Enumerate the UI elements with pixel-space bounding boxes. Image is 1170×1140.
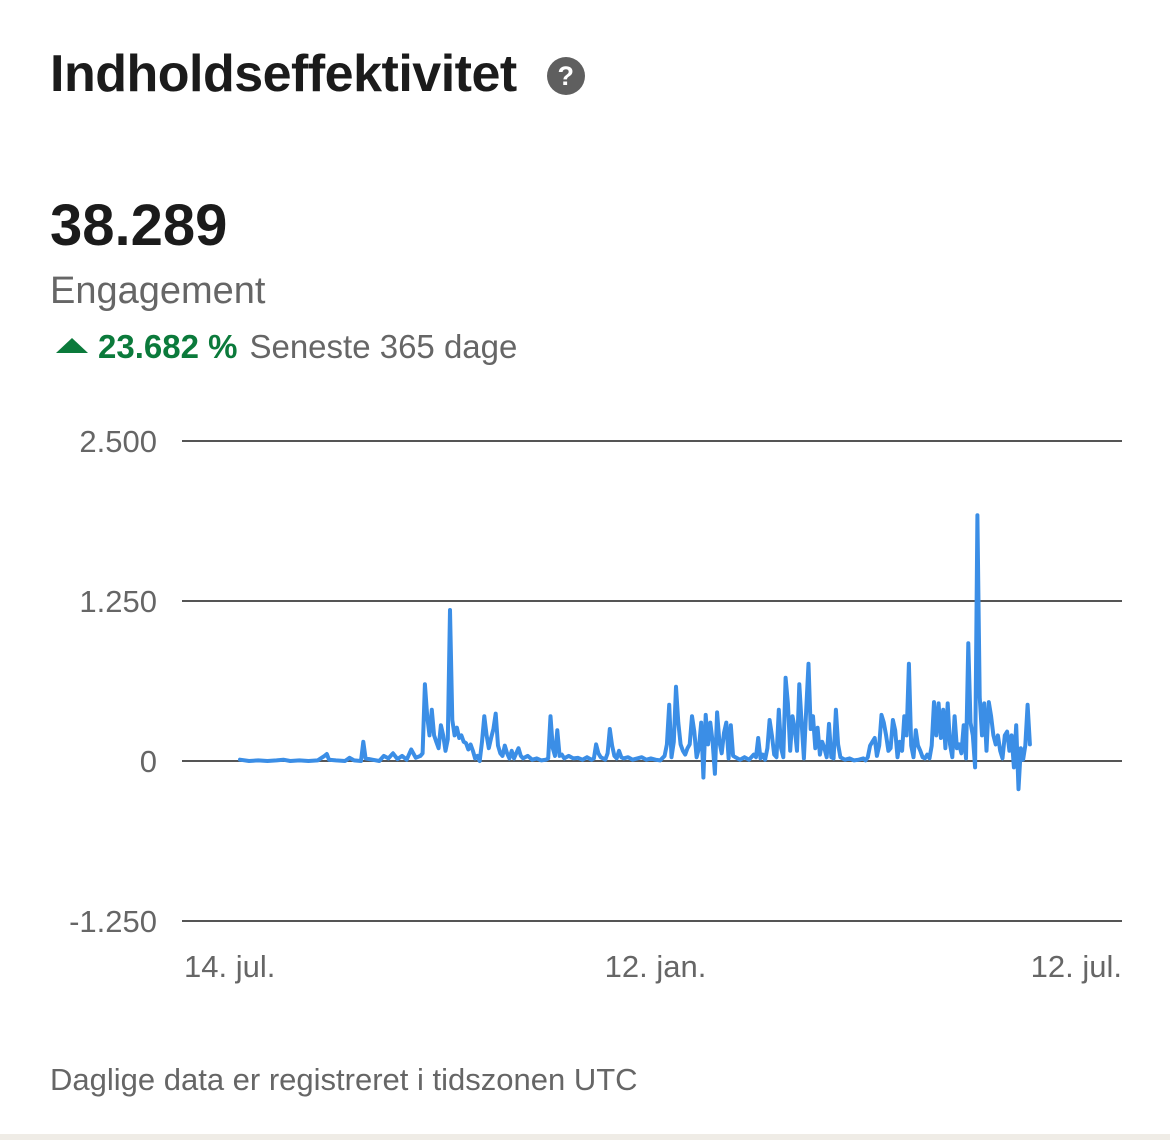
y-tick-label: 0 xyxy=(140,744,157,779)
change-value: 23.682 % xyxy=(98,328,238,365)
x-axis-labels: 14. jul. 12. jan. 12. jul. xyxy=(184,949,1122,984)
series-line-engagement xyxy=(238,513,1032,792)
title-row: Indholdseffektivitet ? xyxy=(50,44,585,104)
bottom-divider xyxy=(0,1134,1170,1140)
x-tick-label: 14. jul. xyxy=(184,949,275,984)
series-layer xyxy=(238,513,1032,792)
metric-value: 38.289 xyxy=(50,193,228,258)
y-tick-label: 2.500 xyxy=(79,424,157,459)
x-tick-label: 12. jan. xyxy=(605,949,707,984)
footnote: Daglige data er registreret i tidszonen … xyxy=(50,1062,638,1097)
trend-up-arrow-icon xyxy=(56,337,88,353)
help-icon[interactable]: ? xyxy=(546,57,585,95)
metric-label: Engagement xyxy=(50,270,266,312)
page-title: Indholdseffektivitet xyxy=(50,45,517,103)
x-tick-label: 12. jul. xyxy=(1031,949,1122,984)
change-indicator: 23.682 % Seneste 365 dage xyxy=(56,328,517,366)
y-tick-label: 1.250 xyxy=(79,584,157,619)
y-tick-label: -1.250 xyxy=(69,904,157,939)
y-axis-labels: 2.500 1.250 0 -1.250 xyxy=(69,424,157,939)
change-period: Seneste 365 dage xyxy=(249,328,518,365)
engagement-line-chart: 2.500 1.250 0 -1.250 14. jul. 12. jan. 12. ju… xyxy=(69,424,1122,984)
